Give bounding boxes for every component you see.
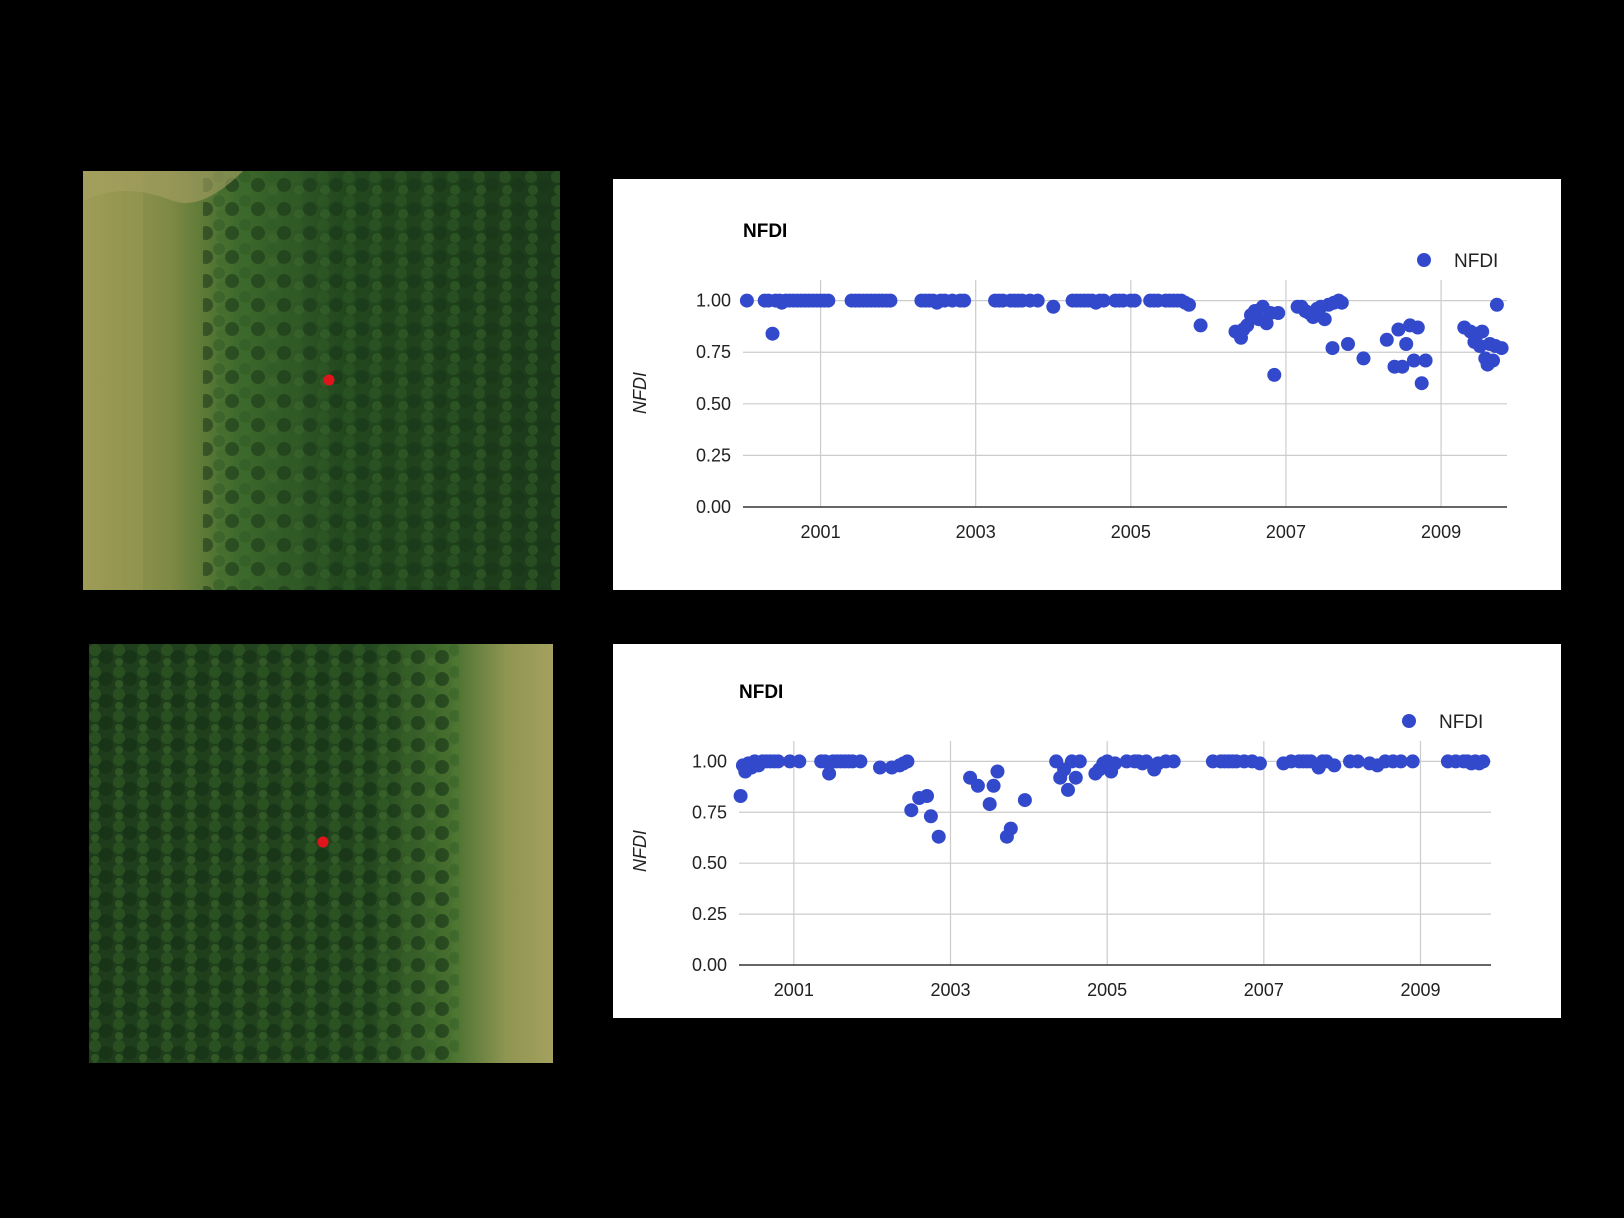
data-point [957, 293, 972, 308]
data-point [853, 754, 868, 769]
data-point [1414, 376, 1429, 391]
data-point [1410, 320, 1425, 335]
data-point [1017, 793, 1032, 808]
y-tick-label: 0.75 [692, 802, 727, 822]
data-point [1395, 359, 1410, 374]
data-point [1193, 318, 1208, 333]
data-point [986, 778, 1001, 793]
y-tick-label: 0.75 [696, 342, 731, 362]
x-tick-label: 2007 [1266, 522, 1306, 542]
data-point [1046, 299, 1061, 314]
y-tick-label: 0.00 [696, 497, 731, 517]
y-tick-label: 0.25 [692, 904, 727, 924]
chart-legend: NFDI [1402, 712, 1483, 733]
data-point [1475, 324, 1490, 339]
data-point [1486, 353, 1500, 368]
y-tick-label: 0.50 [692, 853, 727, 873]
y-tick-label: 0.50 [696, 394, 731, 414]
x-tick-label: 2005 [1111, 522, 1151, 542]
data-point [821, 293, 836, 308]
data-point [1399, 337, 1414, 351]
x-tick-label: 2001 [801, 522, 841, 542]
y-tick-label: 0.00 [692, 955, 727, 975]
y-axis-title: NFDI [630, 372, 650, 414]
satellite-forest-image [89, 644, 553, 1063]
nfdi-chart-2: NFDI NFDI NFDI 0.00 0.25 0.50 0.75 1.00 2001 2… [630, 682, 1491, 1000]
data-point [1166, 754, 1181, 769]
x-tick-label: 2001 [774, 980, 814, 1000]
data-point [883, 293, 898, 308]
data-point [1108, 756, 1122, 771]
data-point [1476, 754, 1491, 769]
data-point [982, 797, 997, 812]
chart-legend: NFDI [1417, 251, 1498, 272]
data-point [1405, 754, 1420, 769]
data-point [1072, 754, 1087, 769]
data-point [1267, 367, 1282, 382]
legend-marker [1402, 714, 1416, 728]
data-point [1391, 322, 1406, 337]
data-point [1003, 821, 1018, 836]
data-point [1334, 295, 1349, 310]
x-tick-label: 2009 [1421, 522, 1461, 542]
x-tick-label: 2005 [1087, 980, 1127, 1000]
satellite-forest-image [83, 171, 560, 590]
data-point [1356, 351, 1371, 366]
data-point [1350, 754, 1365, 769]
data-point [1252, 756, 1267, 771]
data-point [733, 789, 748, 803]
legend-label: NFDI [1454, 251, 1498, 272]
data-point [920, 789, 934, 803]
y-axis-title: NFDI [630, 830, 650, 872]
nfdi-chart-1: NFDI NFDI NFDI 0.00 0.25 0.50 0.75 1.00 2001 2… [630, 221, 1509, 542]
data-point [990, 764, 1005, 779]
x-tick-label: 2003 [930, 980, 970, 1000]
data-point [1127, 293, 1142, 308]
data-point [1418, 353, 1433, 368]
data-point [1494, 341, 1509, 356]
data-point [739, 293, 754, 308]
data-point [771, 754, 786, 769]
chart-title: NFDI [743, 221, 787, 242]
x-tick-label: 2007 [1244, 980, 1284, 1000]
x-tick-label: 2003 [956, 522, 996, 542]
data-point [822, 766, 837, 781]
data-point [1030, 293, 1045, 308]
data-point [904, 803, 919, 818]
data-point [900, 754, 915, 769]
chart-title: NFDI [739, 682, 783, 703]
data-point [923, 809, 938, 824]
data-point [1393, 754, 1408, 769]
satellite-image-1 [83, 171, 560, 590]
red-dot-marker [323, 374, 335, 386]
data-point [1327, 758, 1342, 773]
x-tick-label: 2009 [1400, 980, 1440, 1000]
chart-panel-1: NFDI NFDI NFDI 0.00 0.25 0.50 0.75 1.00 2001 2… [613, 179, 1561, 590]
data-point [1406, 353, 1421, 368]
data-point [1182, 297, 1196, 312]
legend-marker [1417, 253, 1431, 267]
red-dot-marker [317, 836, 329, 848]
data-point [1068, 770, 1083, 785]
data-point [1061, 782, 1075, 797]
data-point [873, 760, 887, 775]
y-tick-label: 1.00 [692, 751, 727, 771]
data-point [1341, 337, 1355, 351]
y-tick-label: 0.25 [696, 445, 731, 465]
data-point [1271, 306, 1286, 320]
y-tick-label: 1.00 [696, 291, 731, 311]
chart-panel-2: NFDI NFDI NFDI 0.00 0.25 0.50 0.75 1.00 2001 2… [613, 644, 1561, 1018]
legend-label: NFDI [1439, 712, 1483, 733]
data-point [1325, 341, 1340, 356]
data-point [792, 754, 807, 769]
data-point [931, 829, 946, 844]
data-point [765, 326, 780, 341]
data-point [1489, 297, 1504, 312]
data-point [1379, 332, 1394, 347]
data-point [970, 778, 985, 793]
data-point [1096, 293, 1111, 308]
satellite-image-2 [89, 644, 553, 1063]
data-point [1317, 312, 1332, 327]
